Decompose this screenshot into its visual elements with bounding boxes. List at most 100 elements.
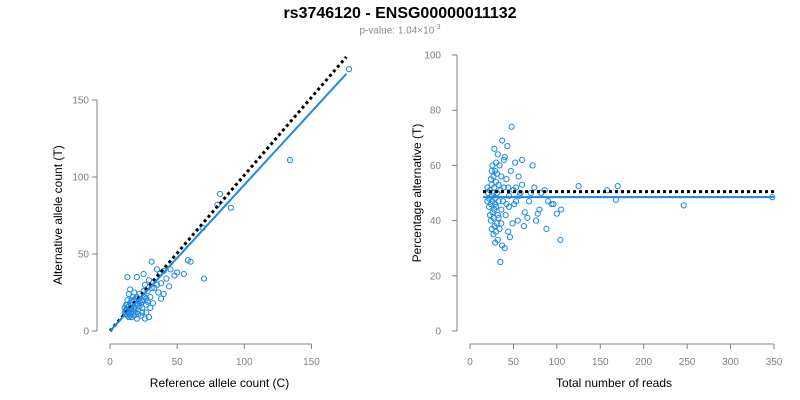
- y-tick-label: 0: [83, 327, 89, 338]
- x-tick-label: 50: [172, 357, 184, 368]
- data-point: [132, 306, 139, 313]
- p-value-exponent: -3: [434, 24, 441, 31]
- x-tick-label: 150: [303, 357, 320, 368]
- p-value-text: p-value: 1.04×10: [359, 25, 435, 37]
- x-tick-label: 100: [236, 357, 253, 368]
- data-point: [488, 225, 495, 232]
- x-tick-label: 150: [592, 357, 609, 368]
- fit-line: [109, 73, 348, 332]
- data-point: [509, 220, 516, 227]
- data-point: [500, 156, 507, 163]
- data-point: [532, 217, 540, 224]
- data-point: [139, 304, 146, 311]
- data-point: [128, 297, 135, 304]
- data-point: [516, 192, 523, 199]
- x-axis-title: Reference allele count (C): [150, 376, 289, 390]
- data-point: [137, 312, 144, 319]
- data-point: [143, 309, 150, 316]
- x-axis-title: Total number of reads: [556, 376, 672, 390]
- y-tick-label: 60: [430, 161, 442, 172]
- y-tick-label: 150: [72, 96, 89, 107]
- data-point: [489, 162, 496, 169]
- data-point: [141, 281, 149, 288]
- data-point: [503, 176, 510, 183]
- data-point: [151, 284, 158, 291]
- y-tick-label: 100: [72, 173, 89, 184]
- data-point: [501, 154, 508, 161]
- data-point: [145, 277, 153, 284]
- data-point: [498, 173, 505, 180]
- data-point: [512, 159, 519, 166]
- data-point: [492, 159, 500, 166]
- data-point: [345, 66, 353, 73]
- data-point: [127, 286, 134, 293]
- data-point: [227, 204, 234, 211]
- data-point: [171, 272, 178, 279]
- y-tick-label: 100: [424, 51, 441, 62]
- data-point: [484, 184, 491, 191]
- data-point: [144, 298, 151, 305]
- data-point: [520, 223, 527, 230]
- data-point: [531, 184, 538, 191]
- data-point: [484, 198, 491, 205]
- data-point: [149, 300, 157, 307]
- data-point: [545, 198, 552, 205]
- data-point: [505, 192, 513, 199]
- data-point: [558, 206, 565, 213]
- data-point: [145, 314, 153, 321]
- data-point: [125, 314, 132, 321]
- data-point: [143, 295, 150, 302]
- data-point: [507, 167, 514, 175]
- data-point: [133, 315, 140, 322]
- data-point: [525, 198, 533, 205]
- data-point: [614, 183, 621, 190]
- x-tick-label: 50: [508, 357, 520, 368]
- data-point: [491, 145, 498, 152]
- data-point: [492, 178, 500, 186]
- y-tick-label: 40: [430, 216, 442, 227]
- x-tick-label: 300: [722, 357, 739, 368]
- y-tick-label: 0: [435, 327, 441, 338]
- data-point: [157, 295, 165, 302]
- data-point: [498, 206, 505, 213]
- data-point: [143, 301, 150, 308]
- data-point: [515, 173, 522, 180]
- data-point: [521, 209, 528, 216]
- data-point: [514, 217, 521, 224]
- y-axis-title: Alternative allele count (T): [51, 145, 65, 284]
- data-point: [488, 167, 495, 175]
- data-point: [139, 309, 146, 316]
- x-tick-label: 0: [107, 357, 113, 368]
- data-point: [124, 301, 131, 308]
- data-point: [508, 123, 515, 130]
- data-point: [127, 312, 134, 319]
- x-tick-label: 0: [467, 357, 473, 368]
- data-point: [486, 211, 494, 219]
- data-point: [575, 183, 582, 190]
- y-tick-label: 80: [430, 106, 442, 117]
- data-point: [286, 156, 294, 164]
- data-point: [163, 275, 170, 282]
- data-point: [503, 200, 510, 208]
- data-point: [519, 156, 526, 163]
- data-point: [505, 228, 512, 235]
- data-point: [135, 301, 142, 308]
- data-point: [498, 220, 505, 227]
- y-tick-label: 50: [78, 250, 90, 261]
- data-point: [217, 190, 224, 198]
- data-point: [543, 225, 550, 232]
- data-point: [496, 225, 503, 232]
- data-point: [124, 297, 131, 304]
- data-point: [494, 151, 501, 158]
- data-point: [505, 184, 512, 191]
- percentage-alternative-scatter-panel: 0 50 100 150 200 250 300 350 0 20 40 60 80 100 Total n…: [410, 51, 783, 391]
- data-point: [519, 181, 526, 188]
- allele-count-scatter-panel: 0 50 100 150 0 50 100 150 Reference allele count…: [51, 55, 353, 390]
- data-point: [140, 270, 147, 278]
- data-point: [496, 162, 503, 169]
- data-point: [487, 176, 494, 183]
- data-point: [490, 231, 497, 238]
- data-point: [501, 245, 508, 252]
- data-point: [160, 290, 167, 298]
